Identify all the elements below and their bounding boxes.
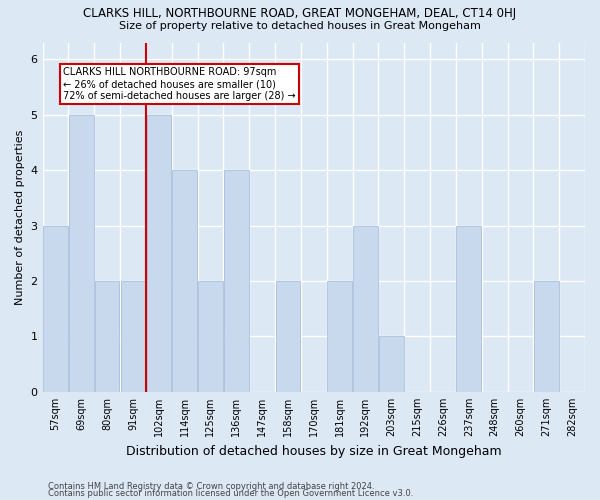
Bar	[198, 281, 223, 392]
Bar	[534, 281, 559, 392]
Text: CLARKS HILL NORTHBOURNE ROAD: 97sqm
← 26% of detached houses are smaller (10)
72: CLARKS HILL NORTHBOURNE ROAD: 97sqm ← 26…	[63, 68, 296, 100]
Text: Size of property relative to detached houses in Great Mongeham: Size of property relative to detached ho…	[119, 21, 481, 31]
Text: Contains public sector information licensed under the Open Government Licence v3: Contains public sector information licen…	[48, 490, 413, 498]
Bar	[353, 226, 378, 392]
Bar	[379, 336, 404, 392]
X-axis label: Distribution of detached houses by size in Great Mongeham: Distribution of detached houses by size …	[126, 444, 502, 458]
Bar	[275, 281, 300, 392]
Bar	[146, 114, 171, 392]
Text: CLARKS HILL, NORTHBOURNE ROAD, GREAT MONGEHAM, DEAL, CT14 0HJ: CLARKS HILL, NORTHBOURNE ROAD, GREAT MON…	[83, 8, 517, 20]
Bar	[328, 281, 352, 392]
Bar	[69, 114, 94, 392]
Bar	[172, 170, 197, 392]
Bar	[95, 281, 119, 392]
Bar	[121, 281, 145, 392]
Text: Contains HM Land Registry data © Crown copyright and database right 2024.: Contains HM Land Registry data © Crown c…	[48, 482, 374, 491]
Bar	[224, 170, 248, 392]
Bar	[43, 226, 68, 392]
Y-axis label: Number of detached properties: Number of detached properties	[15, 130, 25, 305]
Bar	[457, 226, 481, 392]
